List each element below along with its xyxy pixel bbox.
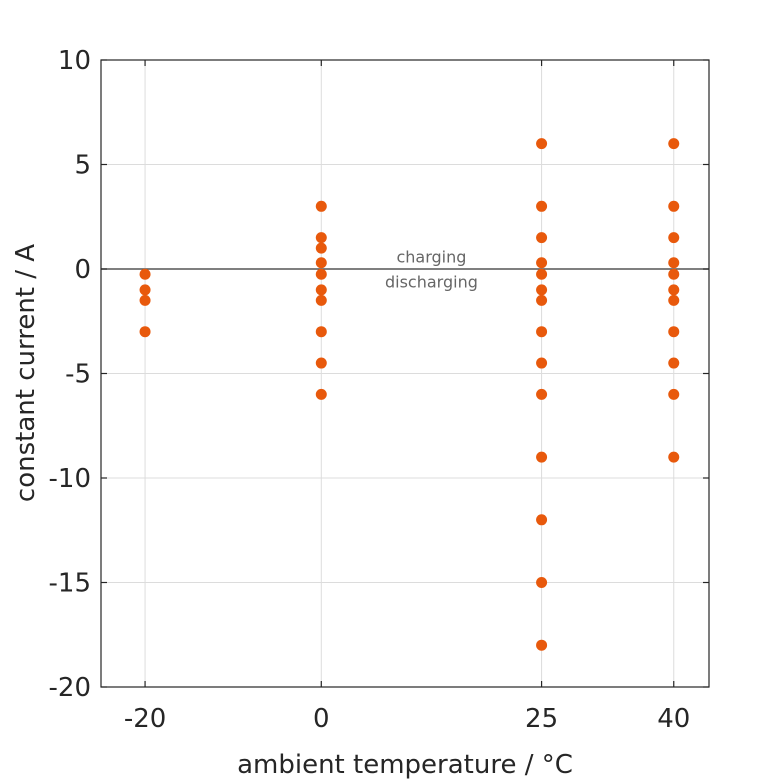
y-tick-label: 5	[74, 151, 91, 181]
data-point	[536, 388, 548, 400]
data-point	[668, 200, 680, 212]
data-point	[668, 232, 680, 244]
data-point	[536, 138, 548, 150]
data-point	[536, 200, 548, 212]
data-point	[536, 514, 548, 526]
y-tick-label: -5	[65, 360, 91, 390]
y-axis-label: constant current / A	[11, 244, 41, 502]
data-point	[536, 294, 548, 306]
data-point	[315, 357, 327, 369]
data-point	[668, 138, 680, 150]
annotation-discharging: discharging	[385, 273, 478, 292]
data-point	[536, 357, 548, 369]
data-point	[668, 257, 680, 269]
axis-ticks: -20 0 25 40 -20 -15 -10 -5 0 5 10	[49, 46, 709, 734]
data-point	[668, 268, 680, 280]
x-tick-label: 40	[657, 704, 690, 734]
data-point	[536, 232, 548, 244]
y-tick-label: -20	[49, 673, 91, 703]
data-point	[139, 268, 151, 280]
data-point	[668, 451, 680, 463]
data-point	[668, 294, 680, 306]
data-points	[139, 138, 680, 651]
data-point	[536, 577, 548, 588]
data-point	[139, 284, 151, 296]
data-point	[668, 326, 680, 338]
x-axis-label: ambient temperature / °C	[237, 750, 573, 780]
y-tick-label: -15	[49, 569, 91, 599]
x-tick-label: 0	[313, 704, 330, 734]
x-tick-label: -20	[124, 704, 166, 734]
data-point	[536, 326, 548, 338]
data-point	[315, 268, 327, 280]
data-point	[315, 232, 327, 244]
grid-lines	[101, 59, 709, 688]
y-tick-label: 0	[74, 255, 91, 285]
data-point	[315, 294, 327, 306]
data-point	[668, 357, 680, 369]
data-point	[536, 451, 548, 463]
annotation-charging: charging	[396, 247, 466, 266]
data-point	[315, 388, 327, 400]
data-point	[536, 268, 548, 280]
data-point	[315, 257, 327, 269]
data-point	[536, 257, 548, 269]
data-point	[315, 284, 327, 296]
y-tick-label: 10	[58, 46, 91, 76]
annotations: charging discharging	[385, 247, 478, 291]
data-point	[315, 326, 327, 338]
data-point	[139, 294, 151, 306]
data-point	[139, 326, 151, 338]
y-tick-label: -10	[49, 464, 91, 494]
data-point	[536, 284, 548, 296]
x-tick-label: 25	[525, 704, 558, 734]
data-point	[668, 388, 680, 400]
data-point	[315, 242, 327, 254]
data-point	[668, 284, 680, 296]
data-point	[536, 639, 548, 651]
data-point	[315, 200, 327, 212]
